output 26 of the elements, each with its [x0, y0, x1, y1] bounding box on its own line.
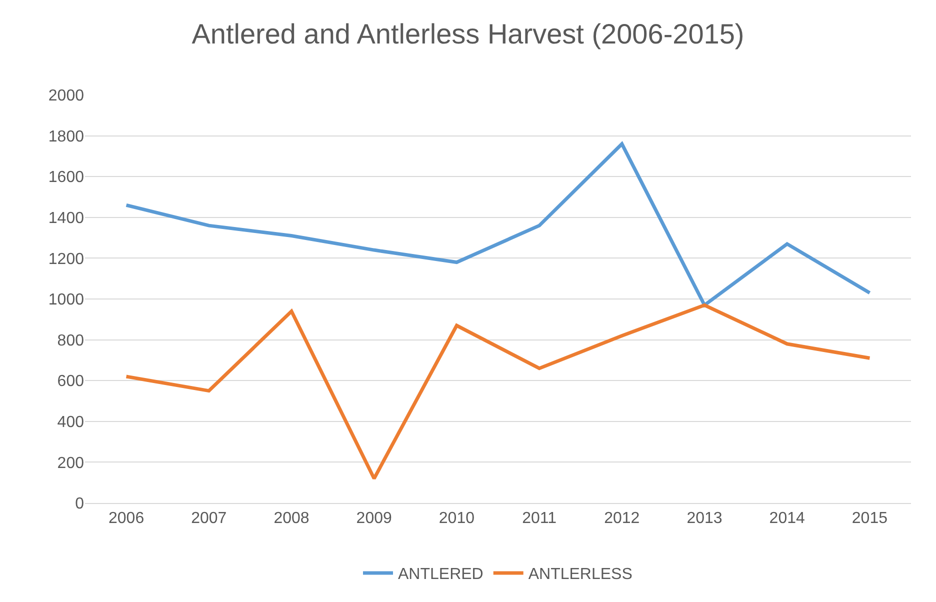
y-tick-label: 200	[57, 454, 84, 472]
y-tick-label: 1200	[48, 250, 84, 268]
y-tick-label: 400	[57, 414, 84, 431]
x-tick-label: 2011	[522, 510, 557, 528]
y-tick-label: 2000	[48, 88, 84, 105]
x-tick-label: 2008	[274, 510, 310, 528]
line-series	[124, 303, 872, 480]
y-tick-label: 1800	[48, 128, 84, 146]
x-tick-label: 2012	[604, 510, 640, 528]
y-tick-label: 800	[57, 332, 84, 350]
y-tick-label: 600	[57, 373, 84, 390]
x-tick-label: 2010	[438, 510, 475, 528]
x-tick-label: 2007	[191, 510, 227, 528]
y-tick-label: 0	[75, 496, 84, 513]
legend-label: ANTLERLESS	[528, 566, 632, 584]
x-tick-label: 2006	[108, 510, 144, 528]
x-tick-label: 2009	[356, 510, 392, 528]
y-tick-label: 1600	[48, 169, 84, 186]
legend-label: ANTLERED	[398, 566, 484, 584]
y-tick-label: 1400	[48, 210, 84, 227]
x-tick-label: 2015	[852, 510, 888, 528]
chart-title: Antlered and Antlerless Harvest (2006-2015)	[192, 18, 744, 50]
x-tick-label: 2013	[686, 510, 722, 528]
y-tick-label: 1000	[48, 292, 84, 309]
x-tick-label: 2014	[769, 510, 805, 528]
line-series	[124, 142, 872, 307]
